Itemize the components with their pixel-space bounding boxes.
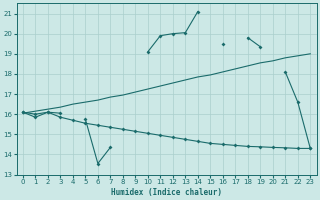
X-axis label: Humidex (Indice chaleur): Humidex (Indice chaleur)	[111, 188, 222, 197]
